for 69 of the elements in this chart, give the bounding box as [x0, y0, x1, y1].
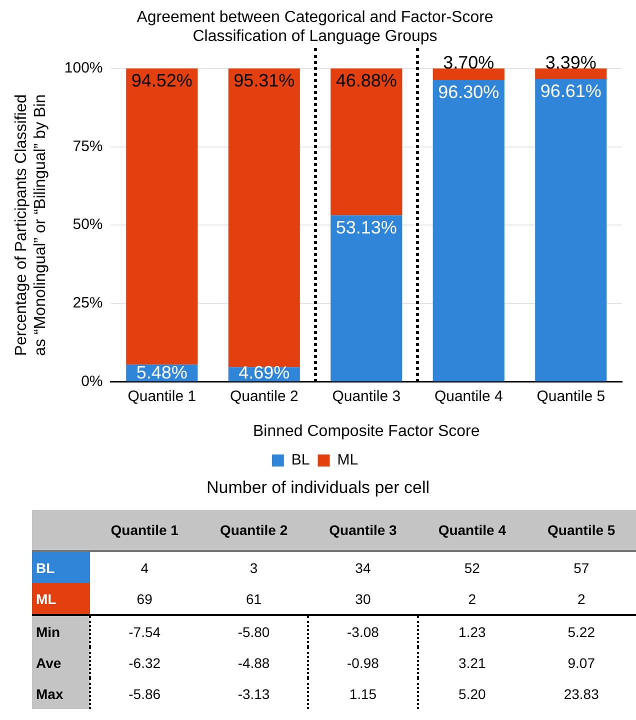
legend-label: BL: [291, 452, 310, 469]
data-label: 2: [467, 590, 478, 608]
bar: [330, 215, 402, 382]
x-tick-label: Quantile 3: [328, 521, 398, 540]
data-label: -5.80: [236, 622, 271, 642]
y-tick-label: 100%: [64, 60, 103, 77]
data-label: 3.21: [458, 654, 487, 672]
y-axis-title: Percentage of Participants Classified as “Monolingual” or “Bilingual” by Bin: [13, 94, 50, 356]
data-label: 30: [354, 590, 372, 608]
data-label: 52: [463, 558, 481, 578]
data-label: -6.32: [128, 654, 162, 672]
data-label: 3.70%: [443, 52, 494, 72]
data-label: 3: [248, 558, 259, 578]
data-label: 61: [244, 590, 263, 608]
x-tick-label: Quantile 4: [434, 388, 503, 405]
data-label: 1.23: [458, 622, 487, 642]
data-label: 69: [136, 590, 154, 608]
x-tick-label: Quantile 2: [218, 521, 289, 540]
data-label: -5.86: [128, 684, 162, 704]
data-label: 5.48%: [136, 362, 188, 382]
y-tick-label: Ave: [32, 647, 90, 678]
bar: [535, 79, 607, 382]
bar: [535, 68, 607, 80]
data-label: 94.52%: [131, 70, 192, 90]
data-label: 96.61%: [540, 80, 602, 101]
y-tick-label: Max: [32, 678, 90, 709]
y-tick-label: 0%: [81, 372, 103, 390]
data-label: 96.30%: [438, 82, 500, 102]
bar: [126, 68, 198, 365]
bar: [330, 68, 402, 216]
data-label: 4: [140, 558, 150, 578]
data-label: -0.98: [346, 654, 380, 672]
data-label: 1.15: [348, 684, 378, 704]
data-label: 4.69%: [238, 362, 290, 382]
data-label: 95.31%: [234, 70, 295, 90]
data-label: 57: [572, 558, 590, 578]
data-label: 3.39%: [545, 52, 596, 72]
y-tick-label: ML: [32, 583, 90, 615]
data-label: 23.83: [562, 684, 600, 704]
x-tick-label: Quantile 2: [230, 388, 298, 405]
x-tick-label: Quantile 1: [110, 521, 180, 540]
data-label: 5.22: [566, 622, 596, 642]
bar: [432, 80, 504, 382]
data-label: -3.13: [236, 684, 271, 704]
x-tick-label: Quantile 5: [546, 521, 616, 540]
bar: [432, 68, 504, 80]
x-tick-label: Quantile 5: [536, 388, 606, 405]
data-label: 2: [576, 590, 586, 608]
x-axis-title: Binned Composite Factor Score: [252, 422, 480, 440]
data-label: 9.07: [566, 654, 596, 672]
chart-title: Agreement between Categorical and Factor-Score Classification of Language Groups: [136, 9, 494, 46]
chart-title: Number of individuals per cell: [206, 478, 430, 498]
data-label: 34: [354, 558, 372, 578]
x-tick-label: Quantile 1: [128, 388, 196, 405]
y-tick-label: 50%: [72, 216, 103, 234]
x-tick-label: Quantile 4: [437, 521, 507, 540]
legend-label: ML: [337, 452, 358, 469]
data-label: -4.88: [236, 654, 271, 672]
data-label: -7.54: [128, 622, 162, 642]
data-label: 5.20: [458, 684, 487, 704]
bar: [228, 68, 300, 368]
y-tick-label: BL: [32, 551, 90, 583]
data-label: -3.08: [346, 622, 380, 642]
y-tick-label: 75%: [72, 138, 103, 155]
data-label: 53.13%: [336, 217, 397, 238]
data-label: 46.88%: [336, 70, 397, 90]
x-tick-label: Quantile 3: [332, 388, 401, 405]
y-tick-label: 25%: [72, 294, 103, 312]
y-tick-label: Min: [32, 615, 90, 647]
